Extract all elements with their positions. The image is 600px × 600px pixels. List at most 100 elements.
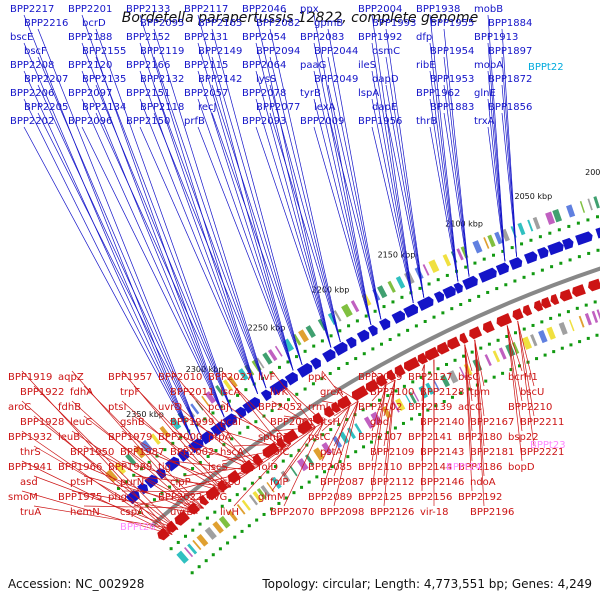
minus-cog-box xyxy=(591,310,599,323)
plus-cog-box xyxy=(587,198,593,211)
gene-label: hscA xyxy=(220,447,244,458)
label-connector xyxy=(121,460,225,493)
scale-dot xyxy=(198,460,202,464)
scale-dot xyxy=(501,371,505,375)
label-connector xyxy=(487,14,506,262)
label-connector xyxy=(383,380,396,477)
gene-label: BPP2149 xyxy=(198,46,242,57)
gene-label: BPP1897 xyxy=(488,46,532,57)
gene-label: dapE xyxy=(372,102,397,113)
plus-gene-arrow xyxy=(379,318,391,331)
gene-label: sphB3 xyxy=(258,432,289,443)
label-connector xyxy=(313,126,372,325)
gene-label: BPP2143 xyxy=(420,447,464,458)
gene-label: recJ xyxy=(198,102,217,113)
plus-cog-box xyxy=(422,264,430,276)
scale-dot xyxy=(486,290,490,294)
scale-dot xyxy=(434,404,438,408)
gene-label: aqpZ xyxy=(58,372,84,383)
plus-gene-arrow xyxy=(462,275,478,290)
gene-label: BPP1938 xyxy=(416,4,460,15)
gene-label: BPP2192 xyxy=(458,492,502,503)
label-connector xyxy=(233,385,292,445)
label-connector xyxy=(211,56,303,366)
gene-label: BPP2061 xyxy=(270,417,314,428)
label-connector xyxy=(83,505,204,509)
gene-label: BPP1953 xyxy=(430,74,474,85)
kbp-tick-label: 2350 kbp xyxy=(126,410,164,419)
minus-cog-box xyxy=(212,521,224,534)
label-connector xyxy=(487,70,506,262)
scale-dot xyxy=(337,423,341,427)
plus-gene-arrow xyxy=(478,267,497,283)
label-connector xyxy=(371,14,414,303)
gene-label: lysS xyxy=(256,74,276,85)
plus-gene-arrow xyxy=(453,282,463,294)
scale-dot xyxy=(147,460,151,464)
scale-dot xyxy=(538,235,542,239)
plus-cog-box xyxy=(267,349,278,362)
scale-dot xyxy=(138,511,142,515)
minus-cog-box xyxy=(176,550,189,564)
label-connector xyxy=(269,28,341,343)
plus-cog-box xyxy=(274,345,283,357)
label-connector xyxy=(139,98,258,394)
plus-gene-arrow xyxy=(537,246,549,260)
scale-dot xyxy=(548,231,552,235)
minus-gene-arrow xyxy=(533,300,544,312)
label-connector xyxy=(517,320,535,417)
label-connector xyxy=(464,344,473,372)
gene-label: BPP2009 xyxy=(300,116,344,127)
label-connector xyxy=(333,400,359,447)
label-connector xyxy=(233,443,291,447)
gene-label: iscS xyxy=(208,462,228,473)
plus-gene-arrow xyxy=(575,231,593,246)
scale-dot xyxy=(191,467,195,471)
minus-gene-arrow xyxy=(386,369,397,381)
scale-dot xyxy=(567,224,571,228)
label-connector xyxy=(385,56,425,298)
label-connector xyxy=(71,490,198,514)
label-connector xyxy=(371,370,387,386)
label-connector xyxy=(221,370,284,450)
scale-dot xyxy=(410,417,414,421)
gene-label: BPP1884 xyxy=(488,18,532,29)
minus-cog-box xyxy=(271,476,282,490)
scale-dot xyxy=(243,487,247,491)
scale-dot xyxy=(550,265,554,269)
label-connector xyxy=(429,14,459,282)
gene-label: BPP2131 xyxy=(184,32,228,43)
scale-dot xyxy=(445,362,449,366)
gene-label: BPP2133 xyxy=(126,4,170,15)
scale-dot xyxy=(477,294,481,298)
gene-label: BPP2221 xyxy=(520,447,564,458)
gene-label: purN xyxy=(120,477,144,488)
label-connector xyxy=(385,112,425,298)
scale-dot xyxy=(323,470,327,474)
gene-label: ppx xyxy=(300,4,319,15)
gene-label: BPP2142 xyxy=(198,74,242,85)
label-connector xyxy=(255,14,332,348)
scale-dot xyxy=(329,334,333,338)
gene-label: livF xyxy=(258,372,275,383)
gene-label: BPP2208 xyxy=(10,60,54,71)
label-connector xyxy=(283,422,324,507)
pseudogene-label: BPPt26 xyxy=(120,522,156,533)
scale-dot xyxy=(468,298,472,302)
scale-dot xyxy=(240,529,244,533)
minus-cog-box xyxy=(546,326,556,340)
label-connector xyxy=(429,42,459,282)
gene-label: trxA xyxy=(474,116,495,127)
gene-label: pstC xyxy=(308,432,330,443)
plus-gene-arrow xyxy=(547,241,564,256)
scale-dot xyxy=(450,307,454,311)
gene-label: thrS xyxy=(20,447,41,458)
minus-cog-box xyxy=(218,515,231,529)
scale-dot xyxy=(584,303,588,307)
gene-label: BPP2166 xyxy=(126,60,170,71)
label-connector xyxy=(421,364,425,492)
gene-label: folP xyxy=(270,477,288,488)
scale-dot xyxy=(266,470,270,474)
gene-label: tpm xyxy=(470,387,490,398)
scale-dot xyxy=(284,496,288,500)
